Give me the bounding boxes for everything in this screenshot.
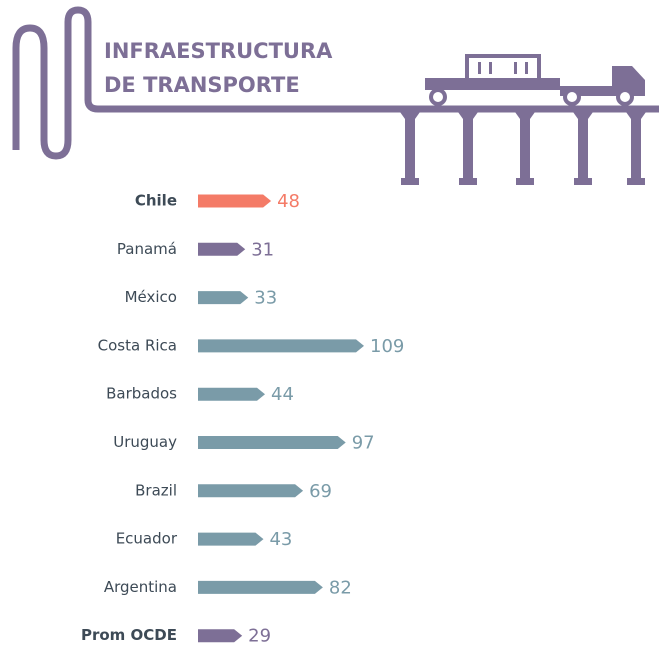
- bar: [198, 436, 346, 449]
- bar: [198, 339, 364, 352]
- category-label: Argentina: [104, 578, 177, 596]
- chart-title: INFRAESTRUCTURA: [104, 39, 333, 63]
- category-label: Chile: [135, 192, 177, 210]
- truck: [425, 56, 645, 104]
- chart-title: DE TRANSPORTE: [104, 73, 300, 97]
- bar: [198, 533, 263, 546]
- value-label: 82: [329, 577, 352, 598]
- bar: [198, 484, 303, 497]
- category-label: México: [125, 288, 177, 306]
- value-label: 29: [248, 626, 271, 644]
- category-label: Prom OCDE: [81, 626, 177, 644]
- value-label: 44: [271, 384, 294, 405]
- category-label: Costa Rica: [98, 336, 177, 354]
- value-label: 31: [251, 239, 274, 260]
- value-label: 43: [269, 529, 292, 550]
- value-label: 48: [277, 191, 300, 212]
- value-label: 109: [370, 336, 404, 357]
- bar: [198, 581, 323, 594]
- value-label: 69: [309, 481, 332, 502]
- bar: [198, 195, 271, 208]
- bar: [198, 291, 248, 304]
- bar: [198, 629, 242, 642]
- bar: [198, 243, 245, 256]
- category-label: Ecuador: [116, 530, 178, 548]
- chart: INFRAESTRUCTURA DE TRANSPORTE Chile 48 Pan…: [0, 0, 659, 644]
- value-label: 33: [254, 288, 277, 309]
- bar: [198, 388, 265, 401]
- category-label: Barbados: [106, 385, 177, 403]
- category-label: Brazil: [135, 481, 177, 499]
- value-label: 97: [352, 433, 375, 454]
- category-label: Panamá: [117, 240, 177, 258]
- bridge: [400, 110, 646, 185]
- category-label: Uruguay: [113, 433, 177, 451]
